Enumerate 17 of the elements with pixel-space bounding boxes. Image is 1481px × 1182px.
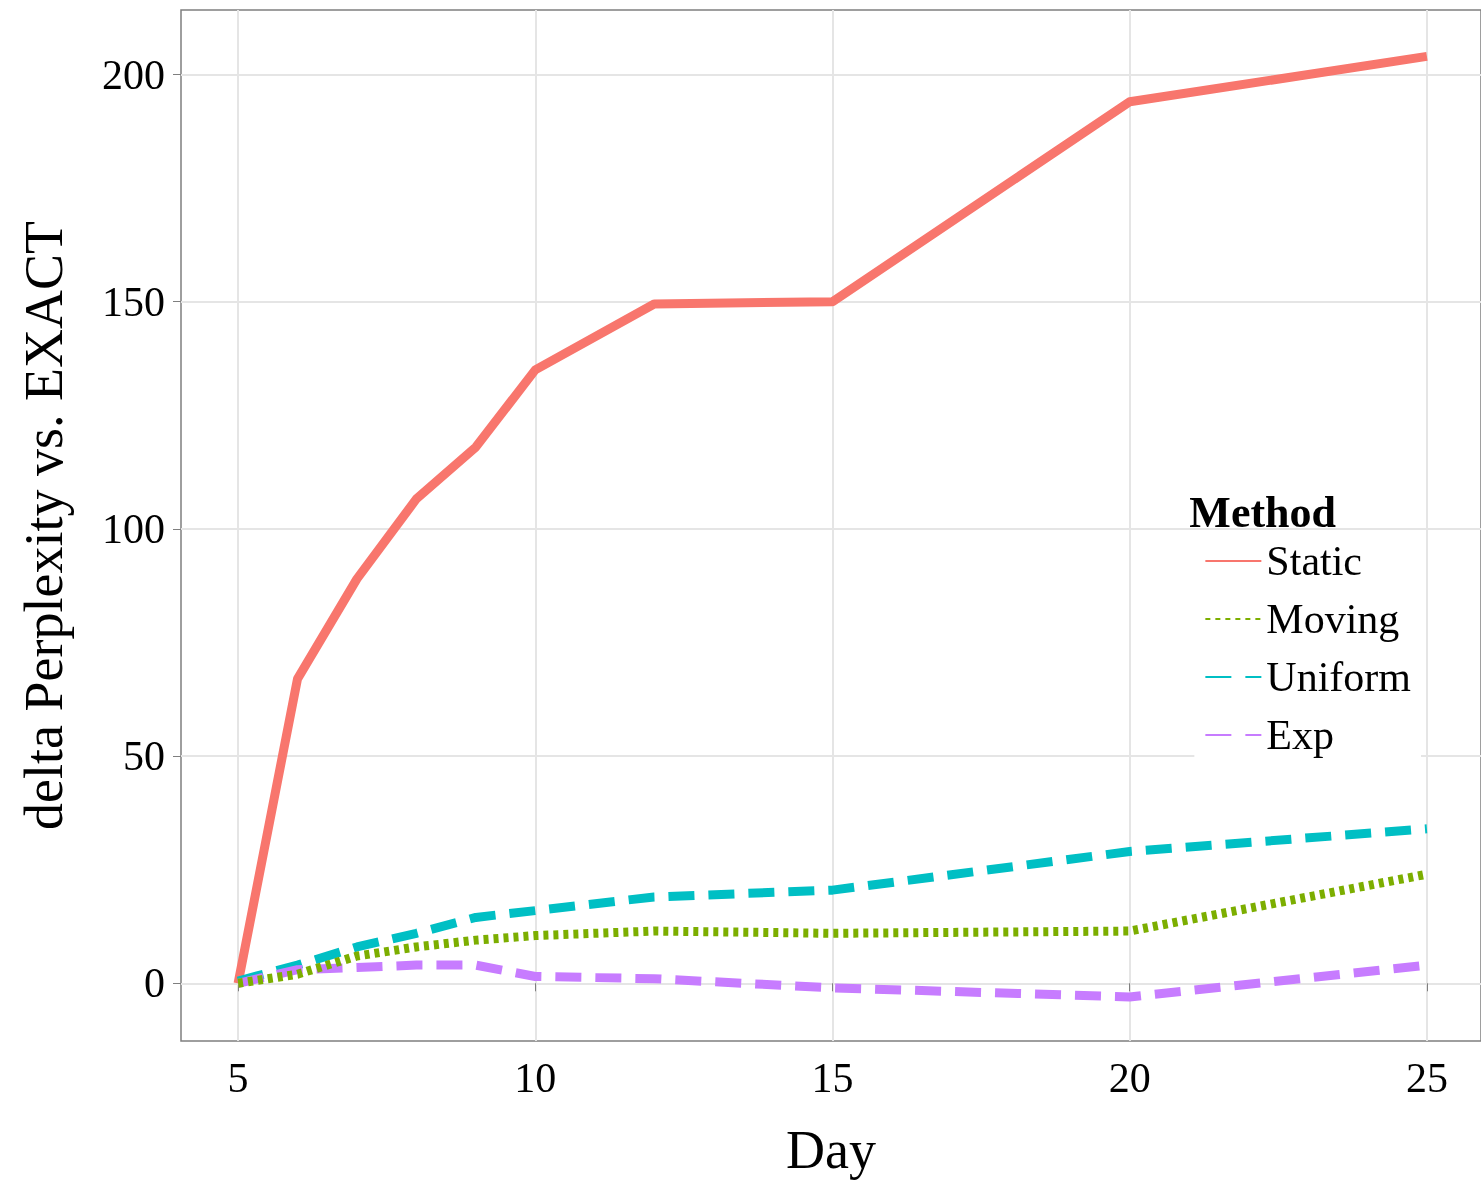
y-tick-label: 150 (102, 278, 165, 325)
legend-label: Exp (1266, 712, 1335, 758)
y-tick-label: 50 (123, 733, 165, 780)
legend-label: Static (1266, 538, 1363, 584)
x-tick-label: 10 (514, 1055, 557, 1101)
y-axis-title: delta Perplexity vs. EXACT (14, 221, 74, 830)
x-tick-label: 25 (1405, 1055, 1448, 1101)
legend-label: Uniform (1266, 654, 1412, 700)
x-tick-label: 5 (227, 1055, 249, 1101)
x-tick-label: 15 (811, 1055, 854, 1101)
legend-label: Moving (1266, 596, 1400, 642)
x-axis-title: Day (786, 1120, 876, 1180)
legend-title: Method (1189, 487, 1336, 537)
y-tick-label: 200 (102, 51, 165, 98)
y-tick-label: 0 (144, 960, 165, 1007)
x-tick-label: 20 (1108, 1055, 1151, 1101)
y-tick-label: 100 (102, 505, 165, 552)
